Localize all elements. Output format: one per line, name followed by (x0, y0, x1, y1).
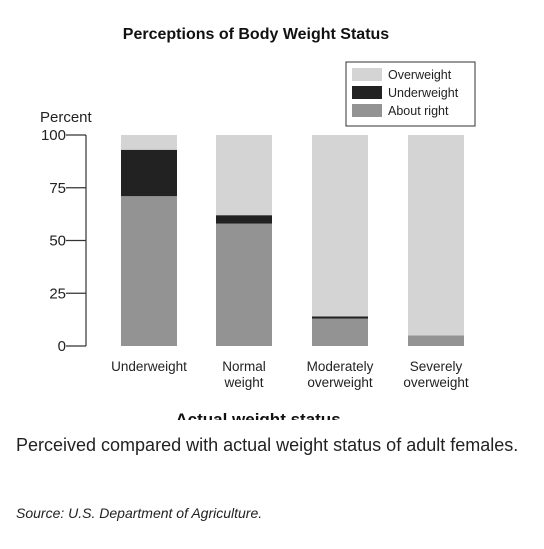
y-tick-label: 100 (41, 127, 66, 144)
legend: Overweight Underweight About right (345, 61, 476, 127)
x-axis-label: Actual weight status (175, 410, 340, 420)
bar-segment-underweight (312, 316, 368, 319)
y-axis-label: Percent (40, 109, 93, 126)
y-tick-label: 50 (49, 233, 66, 250)
x-category-label: Severely overweight (403, 359, 469, 390)
legend-label: Overweight (388, 68, 452, 82)
bars (121, 135, 464, 346)
bar-segment-about-right (408, 335, 464, 346)
legend-label: Underweight (388, 86, 459, 100)
bar-segment-overweight (408, 135, 464, 336)
y-tick-label: 0 (58, 338, 66, 355)
bar-segment-about-right (312, 318, 368, 346)
bar-segment-overweight (216, 135, 272, 216)
bar-segment-about-right (216, 223, 272, 346)
y-tick-label: 75 (49, 180, 66, 197)
chart-title: Perceptions of Body Weight Status (123, 26, 390, 43)
legend-swatch (352, 104, 382, 117)
x-category-label: Underweight (111, 359, 187, 374)
x-category-label: Normal weight (222, 359, 266, 390)
x-axis-categories: Underweight Normal weight Moderately overwei… (111, 359, 469, 390)
x-category-label: Moderately overweight (307, 359, 374, 390)
bar-segment-underweight (121, 149, 177, 197)
chart: Perceptions of Body Weight Status Percen… (40, 26, 476, 420)
legend-label: About right (388, 104, 449, 118)
source-note: Source: U.S. Department of Agriculture. (16, 505, 263, 521)
bar-segment-about-right (121, 196, 177, 346)
figure-caption: Perceived compared with actual weight st… (16, 435, 519, 455)
legend-swatch (352, 86, 382, 99)
bar-segment-overweight (312, 135, 368, 317)
bar-segment-overweight (121, 135, 177, 150)
y-tick-label: 25 (49, 285, 66, 302)
legend-swatch (352, 68, 382, 81)
y-axis: 0 25 50 75 100 (41, 127, 87, 355)
bar-segment-underweight (216, 215, 272, 224)
